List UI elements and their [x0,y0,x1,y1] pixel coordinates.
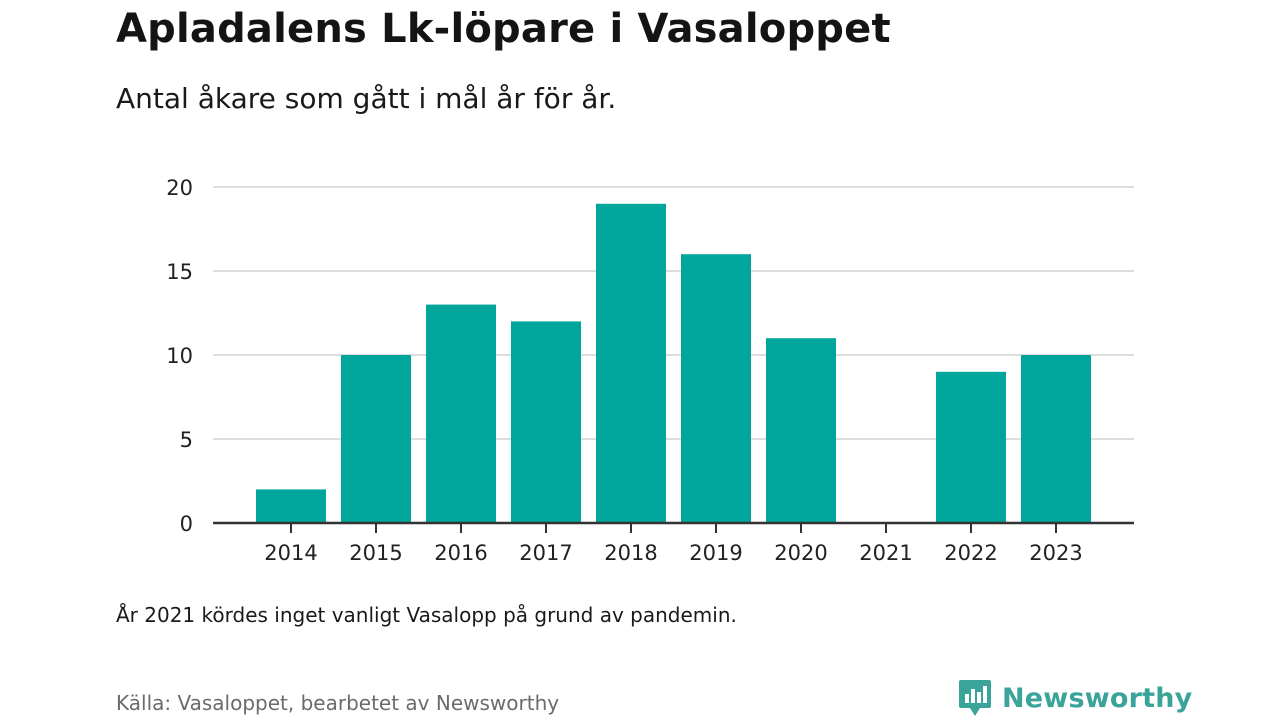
x-tick-label: 2022 [944,541,997,565]
y-tick-label: 5 [180,428,193,452]
x-tick-label: 2020 [774,541,827,565]
bar-2019[interactable] [681,254,751,523]
chart-note: År 2021 kördes inget vanligt Vasalopp på… [116,603,737,627]
bar-2016[interactable] [426,304,496,523]
x-tick-label: 2019 [689,541,742,565]
x-tick-label: 2017 [519,541,572,565]
x-tick-label: 2015 [349,541,402,565]
brand-name: Newsworthy [1002,682,1193,714]
x-tick-label: 2014 [264,541,317,565]
chart-title: Apladalens Lk-löpare i Vasaloppet [116,6,891,52]
chart-source: Källa: Vasaloppet, bearbetet av Newswort… [116,691,560,715]
x-tick-label: 2018 [604,541,657,565]
chart-subtitle: Antal åkare som gått i mål år för år. [116,82,617,115]
bar-2014[interactable] [256,489,326,523]
newsworthy-logo-icon [959,680,991,716]
bar-2023[interactable] [1021,355,1091,523]
bar-2017[interactable] [511,321,581,523]
bars [256,203,1091,524]
newsworthy-logo[interactable]: Newsworthy [958,678,1192,718]
bar-2018[interactable] [596,203,666,524]
bar-2022[interactable] [936,371,1006,523]
x-tick-label: 2021 [859,541,912,565]
y-axis-ticks: 0 5 10 15 20 [166,176,193,536]
y-tick-label: 0 [180,512,193,536]
y-tick-label: 15 [166,260,193,284]
bar-2020[interactable] [766,338,836,523]
y-tick-label: 20 [166,176,193,200]
y-tick-label: 10 [166,344,193,368]
x-tick-label: 2023 [1029,541,1082,565]
x-tick-label: 2016 [434,541,487,565]
x-axis-ticks: 2014 2015 2016 2017 2018 2019 2020 2021 2022 2023 [264,523,1083,565]
bar-2015[interactable] [341,355,411,523]
bar-chart: 0 5 10 15 20 2014 2015 2016 2017 2018 2019 2020 202… [166,176,1134,565]
